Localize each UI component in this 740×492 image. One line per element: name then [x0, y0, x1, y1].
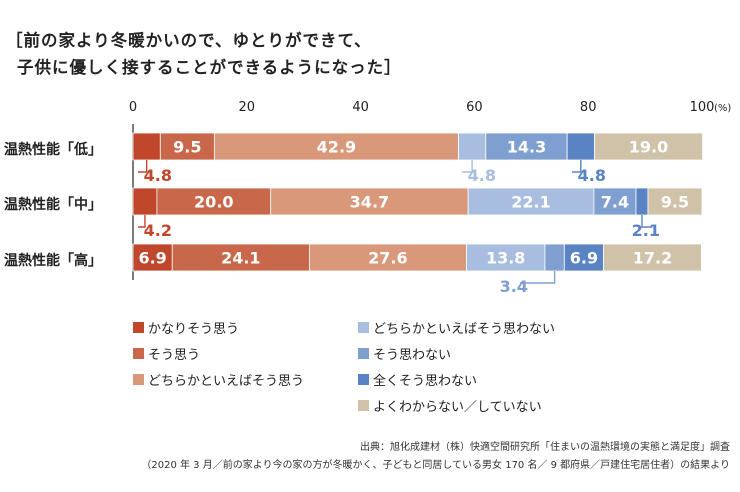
bar-segment: [308, 243, 467, 272]
callout-leader: [641, 215, 652, 228]
data-label: 19.0: [629, 138, 668, 157]
bar-segment: [603, 243, 702, 272]
bar-segment: [485, 132, 568, 161]
data-label: 2.1: [632, 221, 660, 240]
data-label: 6.9: [138, 249, 166, 268]
x-tick-label: 40: [352, 100, 369, 115]
callout-leader: [520, 271, 556, 284]
category-label: 温熱性能「中」: [4, 196, 102, 213]
data-label: 20.0: [194, 193, 233, 212]
bar-segment: [635, 187, 649, 216]
data-label: 6.9: [570, 249, 598, 268]
data-label: 9.5: [173, 138, 201, 157]
data-label: 4.2: [144, 221, 172, 240]
x-unit-label: (%): [714, 103, 731, 114]
x-tick-label: 60: [466, 100, 483, 115]
bar-segment: [132, 187, 158, 216]
bar-segment: [156, 187, 272, 216]
bar-segment: [647, 187, 703, 216]
source-note-line-2: （2020 年 3 月／前の家より今の家の方が冬暖かく、子どもと同居している男女…: [141, 460, 730, 471]
callout-leader: [138, 215, 146, 228]
bar-segment: [132, 243, 173, 272]
data-label: 9.5: [661, 193, 689, 212]
category-label: 温熱性能「低」: [4, 141, 102, 158]
bar-segment: [544, 243, 565, 272]
bar-segment: [159, 132, 215, 161]
data-label: 4.8: [468, 166, 496, 185]
callout-leader: [462, 160, 473, 173]
data-label: 27.6: [368, 249, 407, 268]
bar-segment: [132, 132, 161, 161]
bar-segment: [458, 132, 487, 161]
bar-segment: [594, 132, 703, 161]
data-label: 3.4: [500, 277, 528, 296]
data-label: 22.1: [511, 193, 550, 212]
callout-leader: [572, 160, 582, 173]
x-tick-label: 0: [129, 100, 137, 115]
chart-title-line-2: 子供に優しく接することができるようになった］: [17, 58, 402, 77]
data-label: 34.7: [350, 193, 389, 212]
data-label: 14.3: [507, 138, 546, 157]
chart-title-line-1: ［前の家より冬暖かいので、ゆとりができて、: [6, 31, 372, 50]
data-label: 4.8: [144, 166, 172, 185]
data-label: 13.8: [486, 249, 525, 268]
x-tick-label: 20: [239, 100, 256, 115]
callout-leader: [138, 160, 148, 173]
x-tick-label: 100: [690, 100, 715, 115]
bar-segment: [566, 132, 595, 161]
x-tick-label: 80: [580, 100, 597, 115]
data-label: 17.2: [633, 249, 672, 268]
data-label: 4.8: [578, 166, 606, 185]
bar-segment: [593, 187, 637, 216]
data-label: 42.9: [317, 138, 356, 157]
data-label: 24.1: [221, 249, 260, 268]
source-note-line-1: 出典：旭化成建材（株）快適空間研究所「住まいの温熱環境の実態と満足度」調査: [360, 442, 730, 453]
category-label: 温熱性能「高」: [4, 252, 102, 269]
data-label: 7.4: [601, 193, 629, 212]
bar-segment: [213, 132, 459, 161]
